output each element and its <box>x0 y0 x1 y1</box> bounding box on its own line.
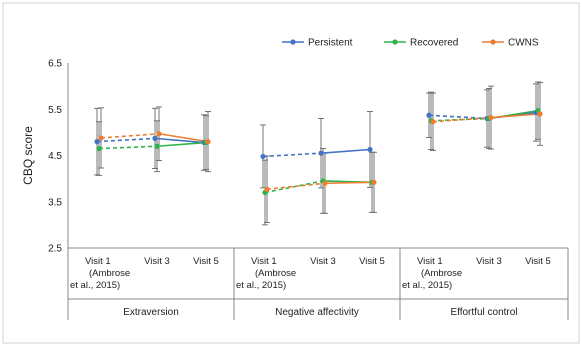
cwns-line-solid <box>158 132 209 143</box>
persistent-line-solid <box>154 137 205 144</box>
persistent-point <box>367 146 373 153</box>
group-label: Effortful control <box>450 307 517 318</box>
cwns-point <box>98 135 104 141</box>
x-tick-label: Visit 5 <box>525 256 551 267</box>
cwns-line-solid <box>490 113 541 119</box>
cwns-point <box>156 131 162 137</box>
persistent-point <box>318 150 324 156</box>
cwns-point <box>537 111 543 117</box>
group-label: Extraversion <box>123 307 179 318</box>
x-tick-label: Visit 1 (Ambrose et al., 2015) <box>402 256 462 291</box>
persistent-point <box>152 135 158 141</box>
series-lines <box>96 109 541 194</box>
chart-frame <box>2 2 580 344</box>
x-tick-label: Visit 5 <box>359 256 385 267</box>
x-tick-label: Visit 3 <box>144 256 170 267</box>
legend-persistent-marker <box>290 39 296 45</box>
x-tick-label: Visit 5 <box>193 256 219 267</box>
y-axis: 2.5 3.5 4.5 5.5 6.5 CBQ score <box>21 59 69 255</box>
cwns-point <box>205 139 211 145</box>
legend-recovered-label: Recovered <box>410 38 458 49</box>
y-axis-title: CBQ score <box>21 126 35 185</box>
cwns-line-solid <box>324 181 375 185</box>
cwns-point <box>322 180 328 186</box>
recovered-point <box>96 145 102 152</box>
persistent-point <box>94 139 100 145</box>
cwns-point <box>371 179 377 185</box>
persistent-line-dashed <box>262 152 322 158</box>
legend-recovered-marker <box>392 39 398 45</box>
recovered-line-dashed <box>264 180 324 194</box>
recovered-line-dashed <box>98 145 158 150</box>
y-tick-label: 2.5 <box>48 244 62 255</box>
cwns-point <box>488 114 494 121</box>
recovered-point <box>154 143 160 149</box>
y-tick-label: 5.5 <box>48 105 62 116</box>
persistent-line-dashed <box>428 114 488 120</box>
cwns-line-dashed <box>266 182 326 191</box>
legend-cwns-label: CWNS <box>508 38 539 49</box>
y-tick-label: 6.5 <box>48 59 62 70</box>
group-label: Negative affectivity <box>275 307 359 318</box>
persistent-line-solid <box>320 148 371 154</box>
legend-cwns-marker <box>490 39 496 45</box>
x-tick-label: Visit 3 <box>476 256 502 267</box>
cwns-line-dashed <box>100 132 160 139</box>
persistent-point <box>260 153 266 160</box>
legend-persistent-label: Persistent <box>308 38 353 49</box>
x-tick-label: Visit 3 <box>310 256 336 267</box>
y-tick-label: 4.5 <box>48 151 62 162</box>
legend: Persistent Recovered CWNS <box>282 38 539 49</box>
y-tick-label: 3.5 <box>48 197 62 208</box>
x-tick-label: Visit 1 (Ambrose et al., 2015) <box>236 256 296 291</box>
data-points <box>94 108 543 196</box>
persistent-line-dashed <box>96 137 156 143</box>
cwns-line-dashed <box>432 116 492 123</box>
cwns-point <box>430 119 436 125</box>
x-axis: Visit 1 (Ambrose et al., 2015) Visit 3 Visit… <box>67 247 569 320</box>
x-tick-label: Visit 1 (Ambrose et al., 2015) <box>70 256 130 291</box>
cwns-point <box>264 186 270 192</box>
persistent-point <box>426 112 432 118</box>
recovered-line-solid <box>156 141 207 148</box>
